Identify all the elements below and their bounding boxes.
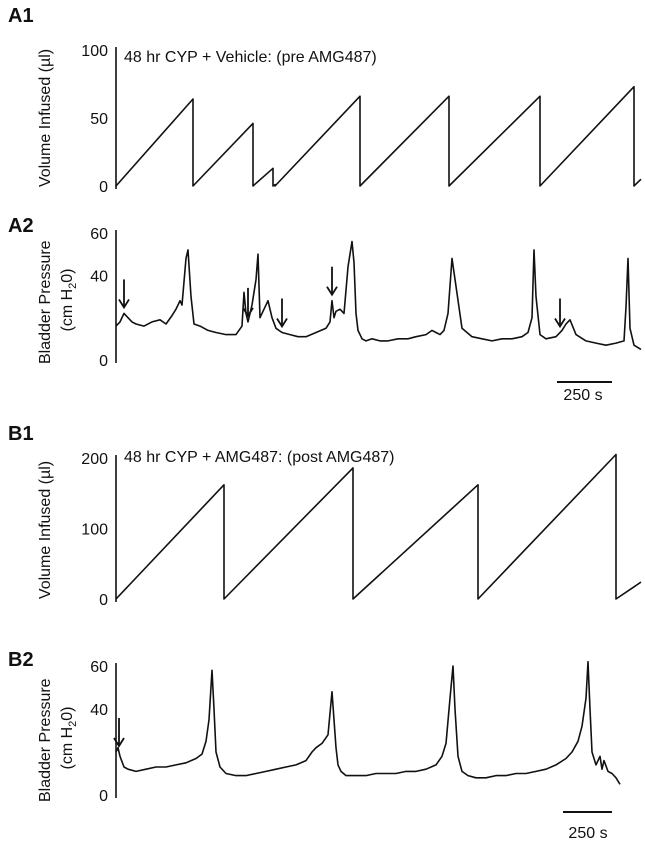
a2-arrow-marker	[118, 279, 130, 310]
a2-y-tick-label: 60	[90, 226, 108, 243]
b1-series-line	[115, 453, 642, 600]
panel-label-b1: B1	[8, 423, 34, 445]
panel-b2: Bladder Pressure (cm H20) 250 s 0 40 60	[37, 659, 621, 842]
b2-y-tick-label: 40	[90, 702, 108, 719]
panel-b1: 48 hr CYP + AMG487: (post AMG487) Volume…	[37, 449, 642, 609]
a2-arrow-marker	[554, 298, 566, 329]
panel-label-a1: A1	[8, 5, 34, 27]
b1-title: 48 hr CYP + AMG487: (post AMG487)	[124, 449, 395, 466]
panel-label-b2: B2	[8, 649, 34, 671]
a2-y-label-line1: Bladder Pressure	[37, 240, 54, 364]
panel-label-a2: A2	[8, 215, 34, 237]
a2-arrow-marker	[326, 266, 338, 297]
a1-title: 48 hr CYP + Vehicle: (pre AMG487)	[124, 49, 377, 66]
b2-y-label-line1: Bladder Pressure	[37, 678, 54, 802]
b2-y-tick-label: 0	[99, 788, 108, 805]
b2-series-line	[115, 660, 621, 785]
b2-y-label-line2: (cm H20)	[59, 706, 79, 769]
panel-a2: Bladder Pressure (cm H20) 250 s 0 40 60	[37, 226, 642, 404]
a1-y-tick-label: 100	[81, 43, 108, 60]
b1-y-tick-label: 200	[81, 451, 108, 468]
a2-y-axis-label: Bladder Pressure (cm H20)	[37, 236, 79, 364]
a2-series-line	[115, 240, 642, 351]
a2-y-label-unit-b: 0)	[59, 268, 76, 282]
a2-arrow-marker	[276, 298, 288, 329]
b2-scale-bar-label: 250 s	[568, 825, 607, 842]
a2-y-label-line2: (cm H20)	[59, 268, 79, 331]
b2-y-label-unit-a: (cm H	[59, 727, 76, 770]
b2-y-tick-label: 60	[90, 659, 108, 676]
b2-y-label-subscript: 2	[67, 721, 79, 727]
a2-y-tick-label: 0	[99, 353, 108, 370]
b1-y-tick-label: 0	[99, 592, 108, 609]
a2-y-label-subscript: 2	[67, 283, 79, 289]
a1-y-axis-label: Volume Infused (µl)	[37, 49, 54, 187]
a2-y-label-unit-a: (cm H	[59, 289, 76, 332]
b1-y-tick-label: 100	[81, 522, 108, 539]
a2-scale-bar-label: 250 s	[563, 387, 602, 404]
b2-arrow-marker	[113, 718, 125, 748]
a2-y-tick-label: 40	[90, 268, 108, 285]
panel-a1: 48 hr CYP + Vehicle: (pre AMG487) Volume…	[37, 43, 642, 196]
a1-y-tick-label: 50	[90, 111, 108, 128]
b2-y-axis-label: Bladder Pressure (cm H20)	[37, 674, 79, 802]
a1-y-tick-label: 0	[99, 179, 108, 196]
b1-y-axis-label: Volume Infused (µl)	[37, 461, 54, 599]
a1-series-line	[115, 85, 642, 187]
a2-arrow-marker	[242, 287, 254, 318]
b2-y-label-unit-b: 0)	[59, 706, 76, 720]
